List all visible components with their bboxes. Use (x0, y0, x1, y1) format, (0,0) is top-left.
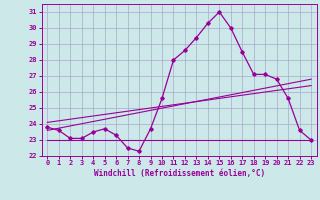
X-axis label: Windchill (Refroidissement éolien,°C): Windchill (Refroidissement éolien,°C) (94, 169, 265, 178)
